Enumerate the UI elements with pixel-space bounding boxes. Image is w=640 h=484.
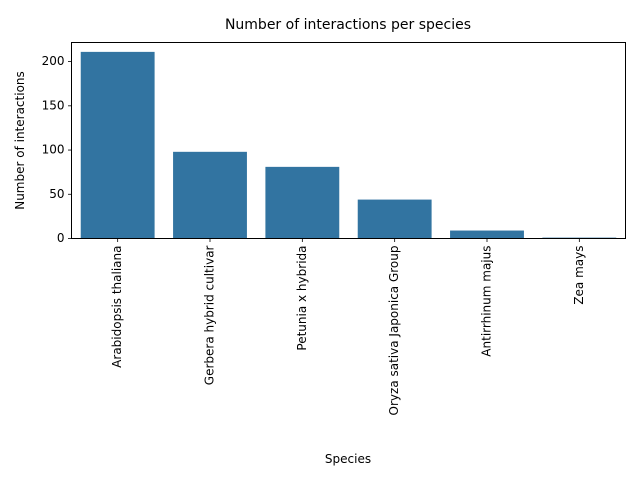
x-tick-label: Zea mays bbox=[572, 246, 586, 305]
x-axis-label: Species bbox=[325, 452, 371, 466]
chart-title: Number of interactions per species bbox=[225, 17, 471, 33]
y-tick-label: 200 bbox=[42, 54, 65, 68]
y-tick-label: 0 bbox=[57, 231, 65, 245]
bar-oryza-sativa-japonica-group bbox=[357, 199, 432, 239]
y-axis: 0 50 100 150 200 bbox=[42, 54, 72, 245]
x-axis: Arabidopsis thaliana Gerbera hybrid culti… bbox=[110, 238, 586, 416]
x-tick-label: Gerbera hybrid cultivar bbox=[203, 245, 217, 385]
y-tick-label: 100 bbox=[42, 143, 65, 157]
bar-petunia-x-hybrida bbox=[265, 166, 340, 239]
plot-frame bbox=[71, 42, 626, 239]
y-axis-label: Number of interactions bbox=[13, 71, 27, 210]
bar-gerbera-hybrid-cultivar bbox=[173, 151, 247, 239]
x-tick-label: Arabidopsis thaliana bbox=[110, 246, 124, 368]
y-tick-label: 150 bbox=[42, 98, 65, 112]
bar-antirrhinum-majus bbox=[450, 230, 524, 239]
y-tick-label: 50 bbox=[49, 187, 64, 201]
bars bbox=[80, 51, 617, 239]
bar-arabidopsis-thaliana bbox=[80, 51, 155, 239]
x-tick-label: Petunia x hybrida bbox=[295, 246, 309, 351]
x-tick-label: Antirrhinum majus bbox=[480, 246, 494, 357]
x-tick-label: Oryza sativa Japonica Group bbox=[387, 246, 401, 416]
